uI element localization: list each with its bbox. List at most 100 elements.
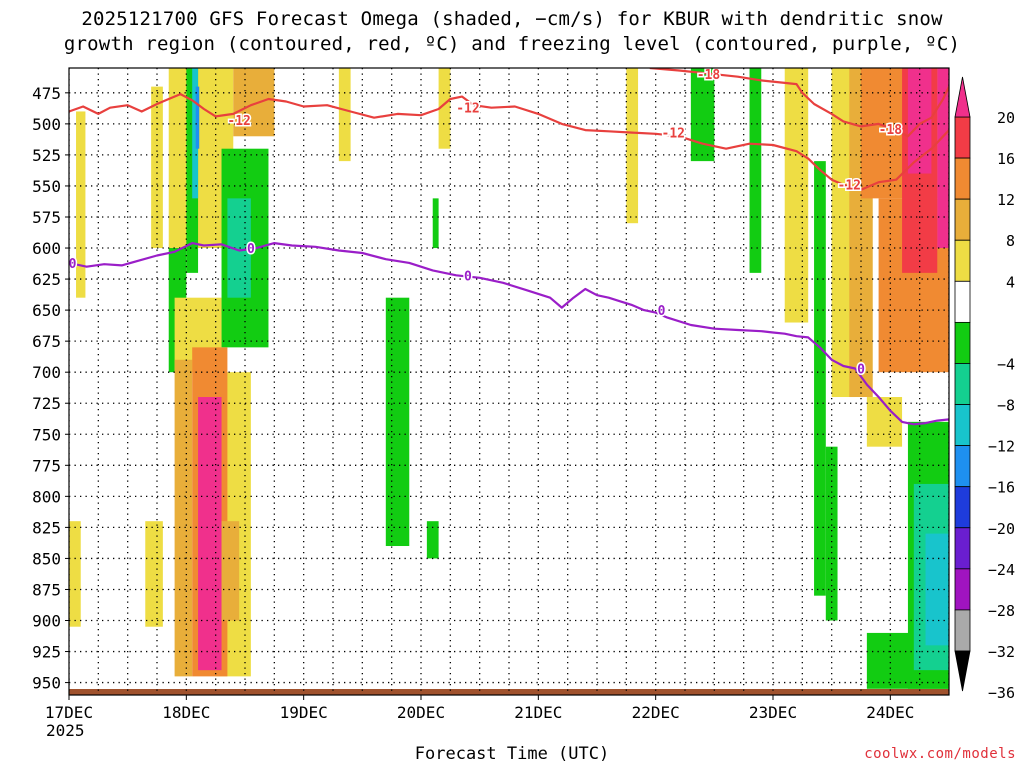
colorbar-label-11: −28	[988, 602, 1015, 620]
contour-label-0-1: -12	[456, 102, 479, 117]
contour-label-0-3: -12	[838, 179, 861, 194]
y-tick-label-10: 725	[32, 394, 61, 413]
omega-region-16	[221, 521, 240, 621]
colorbar-bin-2	[954, 157, 971, 200]
y-tick-label-17: 900	[32, 612, 61, 631]
y-tick-label-16: 875	[32, 580, 61, 599]
contour-line-1	[649, 68, 949, 138]
contour-label-1-0: -18	[697, 68, 721, 83]
contour-label-2-1: 0	[247, 242, 255, 257]
x-tick-label-0: 17DEC	[45, 703, 93, 722]
contour-line-0	[69, 93, 949, 191]
y-tick-label-9: 700	[32, 363, 61, 382]
colorbar-bin-3	[954, 198, 971, 241]
y-tick-label-2: 525	[32, 146, 61, 165]
x-tick-label-6: 23DEC	[749, 703, 797, 722]
omega-region-19	[385, 297, 410, 547]
colorbar-label-5: −4	[997, 355, 1015, 373]
colorbar-bin-7	[954, 363, 971, 405]
x-axis-title: Forecast Time (UTC)	[414, 744, 610, 764]
y-tick-label-7: 650	[32, 301, 61, 320]
y-tick-label-11: 750	[32, 425, 61, 444]
colorbar-label-13: −36	[988, 684, 1015, 702]
colorbar-bin-5	[954, 280, 971, 323]
colorbar-bin-1	[954, 116, 971, 159]
colorbar-label-1: 16	[997, 150, 1015, 168]
colorbar-bin-12	[954, 568, 971, 611]
y-tick-label-15: 850	[32, 549, 61, 568]
y-tick-label-4: 575	[32, 208, 61, 227]
chart-title-line-2: growth region (contoured, red, ºC) and f…	[63, 33, 961, 55]
omega-region-20	[426, 521, 439, 559]
colorbar-label-2: 12	[997, 191, 1015, 209]
colorbar-bin-10	[954, 486, 971, 529]
omega-region-39	[907, 68, 932, 174]
contour-line-2	[69, 242, 949, 426]
omega-region-8	[195, 86, 200, 149]
colorbar-bin-13	[954, 609, 971, 652]
x-tick-label-4: 21DEC	[514, 703, 562, 722]
plot-frame	[68, 67, 950, 696]
x-axis-year-label: 2025	[46, 721, 85, 740]
colorbar-bin-0	[954, 76, 971, 118]
colorbar-bin-6	[954, 321, 971, 364]
colorbar-bin-4	[954, 239, 971, 282]
chart-title-line-1: 2025121700 GFS Forecast Omega (shaded, −…	[81, 8, 943, 30]
colorbar-label-12: −32	[988, 643, 1015, 661]
x-tick-label-7: 24DEC	[866, 703, 914, 722]
colorbar-label-7: −12	[988, 438, 1015, 456]
colorbar-bin-9	[954, 445, 971, 488]
contour-label-2-4: 0	[857, 362, 865, 377]
omega-region-1	[69, 521, 81, 627]
source-credit: coolwx.com/models	[864, 746, 1016, 762]
omega-region-40	[937, 68, 949, 249]
colorbar-label-4: 4	[1006, 273, 1015, 291]
plot-content: -12 -12 -12 -12 -18 -18 0 0 0 0 0	[69, 68, 949, 695]
y-tick-label-18: 925	[32, 643, 61, 662]
omega-region-28	[825, 446, 838, 621]
colorbar-label-9: −20	[988, 520, 1015, 538]
y-tick-label-1: 500	[32, 115, 61, 134]
y-tick-label-8: 675	[32, 332, 61, 351]
omega-region-21	[432, 198, 439, 249]
omega-region-2	[145, 521, 163, 627]
y-tick-label-14: 825	[32, 518, 61, 537]
colorbar-label-3: 8	[1006, 232, 1015, 250]
contour-label-0-2: -12	[662, 127, 685, 142]
y-tick-label-0: 475	[32, 84, 61, 103]
contour-label-2-2: 0	[464, 269, 472, 284]
contour-label-2-3: 0	[658, 304, 666, 319]
omega-region-23	[626, 68, 639, 224]
omega-region-17	[233, 68, 275, 137]
omega-region-12	[174, 359, 193, 677]
ground-strip	[69, 689, 949, 695]
omega-region-24	[690, 68, 715, 162]
colorbar-label-8: −16	[988, 479, 1015, 497]
colorbar-bin-11	[954, 527, 971, 570]
x-tick-label-3: 20DEC	[397, 703, 445, 722]
x-tick-label-1: 18DEC	[162, 703, 210, 722]
colorbar-label-6: −8	[997, 397, 1015, 415]
x-tick-label-5: 22DEC	[632, 703, 680, 722]
omega-region-18	[338, 68, 351, 162]
y-tick-label-3: 550	[32, 177, 61, 196]
omega-region-25	[749, 68, 762, 273]
y-tick-label-6: 625	[32, 270, 61, 289]
contour-label-1-1: -18	[879, 123, 903, 138]
contour-label-2-0: 0	[69, 257, 77, 272]
y-tick-label-5: 600	[32, 239, 61, 258]
omega-region-35	[925, 533, 949, 646]
omega-region-26	[784, 68, 809, 323]
omega-region-15	[198, 397, 222, 671]
omega-region-27	[814, 161, 826, 596]
omega-region-0	[76, 111, 86, 298]
colorbar-label-10: −24	[988, 561, 1015, 579]
omega-region-22	[438, 68, 451, 149]
omega-region-7	[192, 68, 199, 199]
colorbar-bin-14	[954, 650, 971, 692]
x-tick-label-2: 19DEC	[280, 703, 328, 722]
colorbar-label-0: 20	[997, 109, 1015, 127]
y-tick-label-12: 775	[32, 456, 61, 475]
y-tick-label-13: 800	[32, 487, 61, 506]
